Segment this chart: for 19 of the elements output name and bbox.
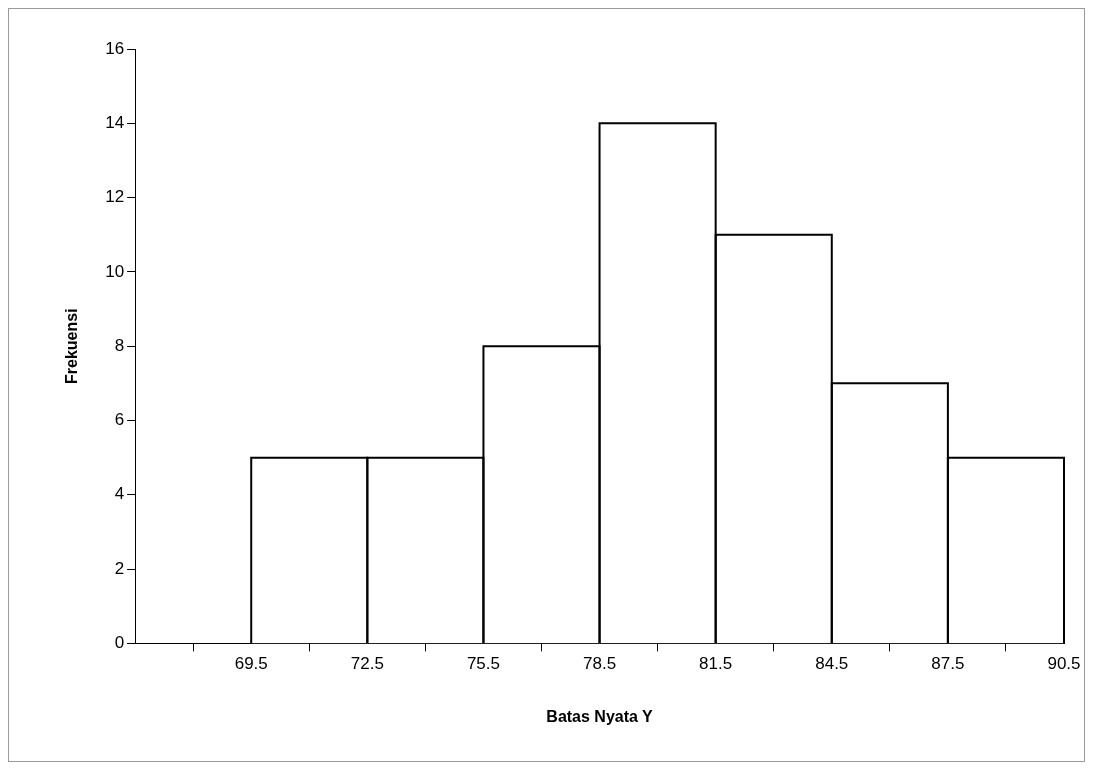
x-tick-label: 81.5 [699,654,733,674]
y-tick-label: 4 [114,484,125,504]
y-axis-title: Frekuensi [63,308,81,384]
y-tick-label: 10 [105,261,125,281]
x-tick-label: 90.5 [1047,654,1081,674]
x-tick-label: 84.5 [815,654,849,674]
x-tick-label: 72.5 [350,654,384,674]
x-tick-label: 75.5 [466,654,500,674]
y-tick-label: 16 [105,38,125,58]
x-axis-title: Batas Nyata Y [546,707,654,725]
y-tick-label: 8 [114,335,125,355]
y-tick-label: 14 [105,112,125,132]
x-tick-label: 87.5 [931,654,965,674]
y-tick-label: 2 [114,558,125,578]
x-tick-label: 78.5 [583,654,617,674]
y-tick-label: 0 [114,633,125,653]
y-tick-label: 12 [105,187,125,207]
x-tick-label: 69.5 [234,654,268,674]
y-tick-label: 6 [114,410,125,430]
